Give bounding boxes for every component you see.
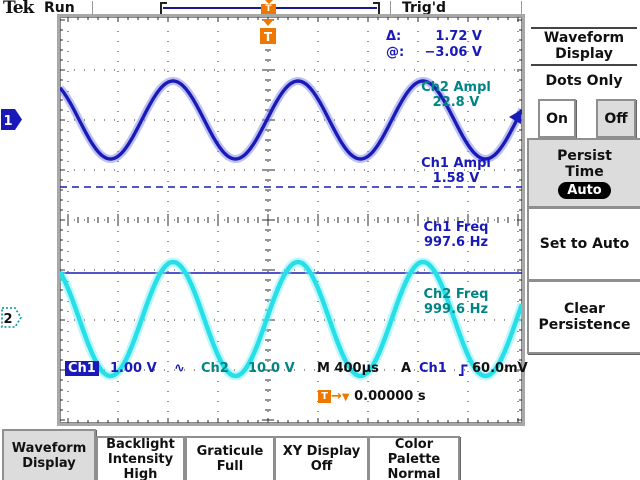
measurement-value: 1.58 V (432, 171, 480, 186)
bottom-menu-waveform-display[interactable]: Waveform Display (2, 429, 96, 480)
measurement-ch1-freq: Ch1 Freq 997.6 Hz (398, 220, 514, 250)
measurement-ch2-ampl: Ch2 Ampl 22.8 V (398, 80, 514, 110)
ch2-waveform (60, 259, 522, 379)
measurement-value: 999.6 Hz (423, 302, 489, 317)
delay-time-value: 0.00000 s (354, 389, 426, 404)
measurement-label: Ch2 Freq (423, 287, 489, 302)
bottom-menu-graticule[interactable]: Graticule Full (185, 436, 275, 480)
measurement-label: Ch2 Ampl (421, 80, 491, 95)
topbar-divider (521, 1, 522, 14)
side-menu-rule-top (531, 27, 637, 29)
ch2-ground-marker: 2 (1, 307, 22, 328)
cursor-delta-label: Δ: (386, 29, 402, 44)
set-to-auto-button[interactable]: Set to Auto (527, 207, 640, 281)
bottom-menu-xy-display[interactable]: XY Display Off (274, 436, 369, 480)
timebase-readout: M 400µs (317, 361, 379, 376)
cursor-delta-value: 1.72 V (435, 29, 482, 44)
ch1-coupling-icon: ∿ (174, 361, 185, 376)
topbar-divider (390, 1, 391, 14)
trigger-position-icon: T (261, 0, 276, 15)
delay-pointer-icon: ▼ (341, 392, 350, 403)
trigger-mode-readout: A (401, 361, 412, 376)
cursor-at-value: −3.06 V (424, 45, 482, 60)
ch1-waveform (60, 79, 522, 161)
ch2-scale-label: Ch2 (201, 361, 229, 376)
trigger-t-icon: T (318, 390, 331, 403)
persist-time-button[interactable]: Persist Time Auto (527, 138, 640, 208)
acquisition-status: Run (44, 0, 75, 16)
delay-arrow-icon: → (331, 389, 342, 404)
svg-text:1: 1 (3, 114, 12, 129)
trigger-source-readout: Ch1 (419, 361, 447, 376)
bottom-menu-backlight-intensity[interactable]: Backlight Intensity High (96, 436, 185, 480)
measurement-label: Ch1 Freq (423, 220, 489, 235)
delay-time-readout: T →▼ 0.00000 s (318, 389, 426, 404)
persist-time-label: Persist Time (557, 147, 612, 180)
measurement-value: 997.6 Hz (423, 235, 489, 250)
side-menu-title: Waveform Display (543, 30, 625, 62)
waveform-canvas: T (60, 17, 522, 423)
dots-only-on-button[interactable]: On (538, 99, 576, 138)
cursor-readout: Δ: 1.72 V @: −3.06 V (386, 29, 482, 61)
topbar-divider (92, 1, 93, 14)
svg-text:2: 2 (3, 312, 12, 327)
clear-persistence-button[interactable]: Clear Persistence (527, 280, 640, 354)
trigger-level-arrow[interactable] (509, 110, 521, 124)
tek-logo: Tek (3, 0, 34, 18)
measurement-ch1-ampl: Ch1 Ampl 1.58 V (398, 156, 514, 186)
ch1-ground-marker: 1 (1, 109, 22, 130)
ch2-volts-per-div: 10.0 V (248, 361, 295, 376)
rising-edge-icon (459, 364, 468, 376)
persist-time-value: Auto (558, 181, 611, 199)
trigger-status: Trig'd (402, 0, 447, 16)
cursor-at-label: @: (386, 45, 405, 60)
ch1-volts-per-div: 1.00 V (110, 361, 157, 376)
dots-only-off-button[interactable]: Off (596, 99, 636, 138)
measurement-label: Ch1 Ampl (421, 156, 491, 171)
side-menu-rule-bottom (531, 64, 637, 66)
trigger-position-marker[interactable]: T (260, 19, 276, 44)
measurement-value: 22.8 V (432, 95, 480, 110)
acquisition-preview-bar: T (160, 0, 380, 17)
dots-only-label: Dots Only (545, 73, 623, 89)
measurement-ch2-freq: Ch2 Freq 999.6 Hz (398, 287, 514, 317)
graticule-display: T Δ: 1.72 V @: −3.06 V Ch2 Ampl 22.8 V Ch1… (57, 14, 528, 426)
svg-text:T: T (264, 30, 273, 44)
bottom-menu-color-palette[interactable]: Color Palette Normal (368, 436, 460, 480)
trigger-level-readout: 60.0mV (472, 361, 528, 376)
ch1-scale-badge: Ch1 (65, 361, 99, 376)
